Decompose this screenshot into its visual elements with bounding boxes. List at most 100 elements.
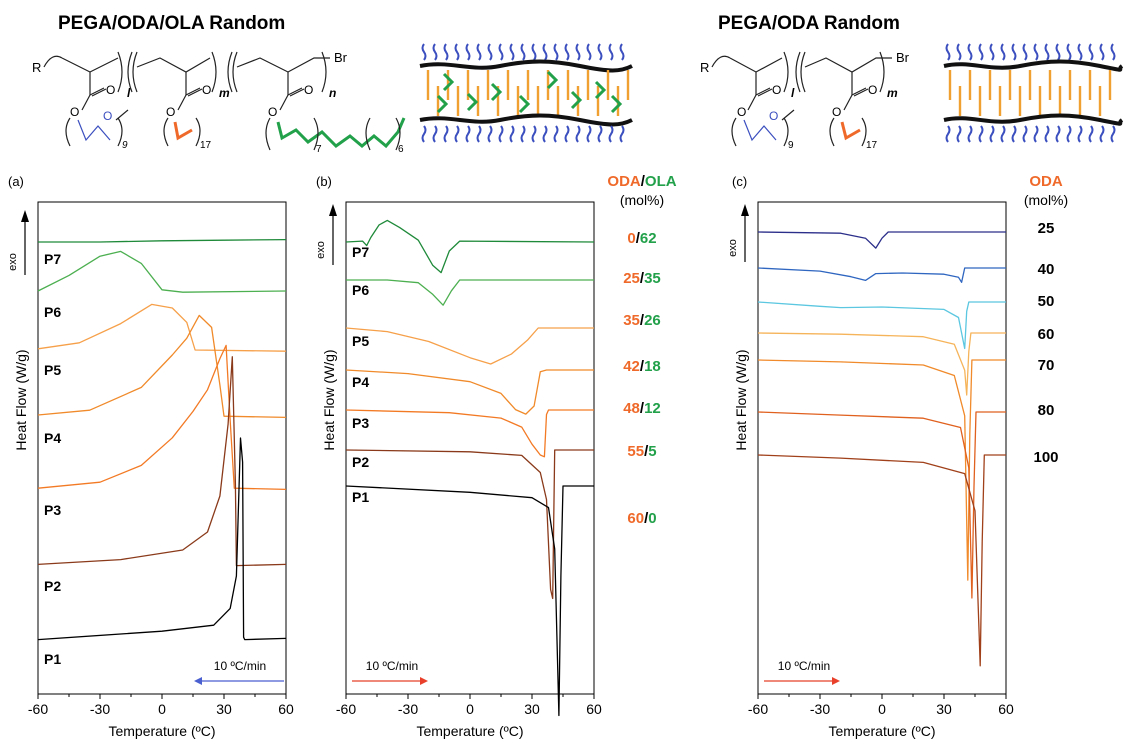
panel-a-ylabel: Heat Flow (W/g) (13, 349, 29, 450)
header-right-title: PEGA/ODA Random (718, 13, 900, 34)
panel-a-series-label-p4: P4 (44, 430, 61, 446)
ratio-slash: / (644, 443, 649, 460)
svg-text:l: l (127, 86, 131, 100)
peg-brush-wave (432, 43, 438, 61)
ola-kinked-chain (436, 94, 449, 114)
ola-kinked-chain (518, 94, 531, 114)
svg-text:7: 7 (316, 144, 322, 155)
peg-brush-wave (586, 125, 592, 143)
peg-brush-wave (1099, 125, 1105, 143)
peg-brush-wave (509, 125, 515, 143)
panel-b-ratio-label-p1: 60/0 (627, 510, 656, 527)
peg-brush-wave (967, 125, 973, 143)
svg-text:6: 6 (398, 144, 404, 155)
panel-a-series-label-p3: P3 (44, 502, 61, 518)
peg-brush-wave (1110, 125, 1116, 143)
right-nanostructure-illustration (943, 43, 1124, 143)
peg-brush-wave (1055, 43, 1061, 61)
svg-text:O: O (769, 109, 778, 123)
peg-brush-wave (1000, 125, 1006, 143)
svg-text:O: O (103, 109, 112, 123)
panel-c-xlabel: Temperature (ºC) (828, 723, 935, 739)
svg-text:O: O (166, 105, 175, 119)
panel-c-curve-100 (757, 454, 1006, 667)
panel-a-xtick-label: 60 (278, 701, 294, 717)
ratio-slash: / (640, 358, 645, 375)
panel-a-exo-arrowhead (21, 210, 29, 222)
panel-b-legend-ola: OLA (645, 173, 677, 190)
panel-b-series-label-p6: P6 (352, 282, 369, 298)
ratio-oda: 48 (623, 400, 640, 417)
peg-brush-wave (956, 43, 962, 61)
peg-brush-wave (1044, 43, 1050, 61)
ratio-ola: 0 (648, 510, 656, 527)
panel-b-xlabel: Temperature (ºC) (416, 723, 523, 739)
panel-b-ratio-label-p5: 35/26 (623, 312, 661, 329)
panel-b-curve-p6 (346, 279, 594, 306)
peg-brush-wave (487, 43, 493, 61)
header-left-title: PEGA/ODA/OLA Random (58, 13, 285, 34)
panel-b-label: (b) (316, 174, 332, 189)
panel-b-series-label-p1: P1 (352, 489, 369, 505)
panel-b-series-label-p4: P4 (352, 374, 369, 390)
peg-brush-wave (1066, 43, 1072, 61)
peg-brush-wave (542, 125, 548, 143)
panel-a-series-label-p7: P7 (44, 251, 61, 267)
panel-a-curve-p6 (37, 250, 287, 293)
peg-brush-wave (597, 43, 603, 61)
panel-b-curve-p1 (345, 485, 594, 717)
left-nanostructure-illustration (419, 43, 633, 143)
peg-brush-wave (564, 125, 570, 143)
svg-text:O: O (868, 83, 877, 97)
panel-c-curve-40 (757, 267, 1006, 283)
panel-a-xtick-label: -30 (90, 701, 110, 717)
panel-c-curve-80 (757, 411, 1006, 599)
panel-b-exo-arrowhead (329, 204, 337, 216)
panel-a-frame (37, 201, 287, 695)
ratio-ola: 26 (644, 312, 661, 329)
panel-c-xtick-label: 0 (878, 701, 886, 717)
right-chemical-structure: R O O O 9 l O O 17 m Br (700, 50, 910, 151)
ratio-oda: 25 (623, 270, 640, 287)
right-br-group: Br (896, 50, 910, 65)
panel-b-xtick-label: -60 (336, 701, 356, 717)
peg-brush-wave (443, 43, 449, 61)
peg-brush-wave (531, 125, 537, 143)
panel-c-series-label-100: 100 (1033, 449, 1058, 466)
panel-c-exo-arrowhead (741, 204, 749, 216)
panel-a-xtick-label: 30 (216, 701, 232, 717)
panel-b-curve-p5 (345, 327, 594, 365)
peg-brush-wave (454, 43, 460, 61)
panel-a-xlabel: Temperature (ºC) (108, 723, 215, 739)
ratio-ola: 62 (640, 230, 657, 247)
svg-text:O: O (304, 83, 313, 97)
svg-text:9: 9 (122, 140, 128, 151)
panel-a-curve-p4 (37, 314, 287, 419)
ola-kinked-chain (442, 72, 455, 92)
peg-brush-wave (443, 125, 449, 143)
ola-kinked-chain (594, 80, 607, 100)
panel-b-legend-header: ODA/OLA (607, 173, 676, 190)
panel-b-ratio-label-p3: 48/12 (623, 400, 661, 417)
ratio-slash: / (640, 270, 645, 287)
ratio-ola: 12 (644, 400, 661, 417)
ola-kinked-chain (570, 90, 583, 110)
peg-brush-wave (432, 125, 438, 143)
panel-a-curve-p3 (37, 344, 287, 491)
panel-c-heating-arrowhead (832, 677, 840, 685)
panel-b-xtick-label: 30 (524, 701, 540, 717)
peg-brush-wave (1011, 125, 1017, 143)
panel-c-frame (757, 201, 1007, 695)
panel-c-rate-label: 10 ºC/min (778, 659, 830, 673)
panel-b-heating-arrowhead (420, 677, 428, 685)
panel-b-legend-unit: (mol%) (620, 192, 664, 208)
peg-brush-wave (465, 43, 471, 61)
peg-brush-wave (498, 43, 504, 61)
svg-text:O: O (832, 105, 841, 119)
peg-brush-wave (1066, 125, 1072, 143)
peg-brush-wave (1044, 125, 1050, 143)
peg-brush-wave (553, 125, 559, 143)
panel-b-series-label-p3: P3 (352, 415, 369, 431)
peg-brush-wave (465, 125, 471, 143)
